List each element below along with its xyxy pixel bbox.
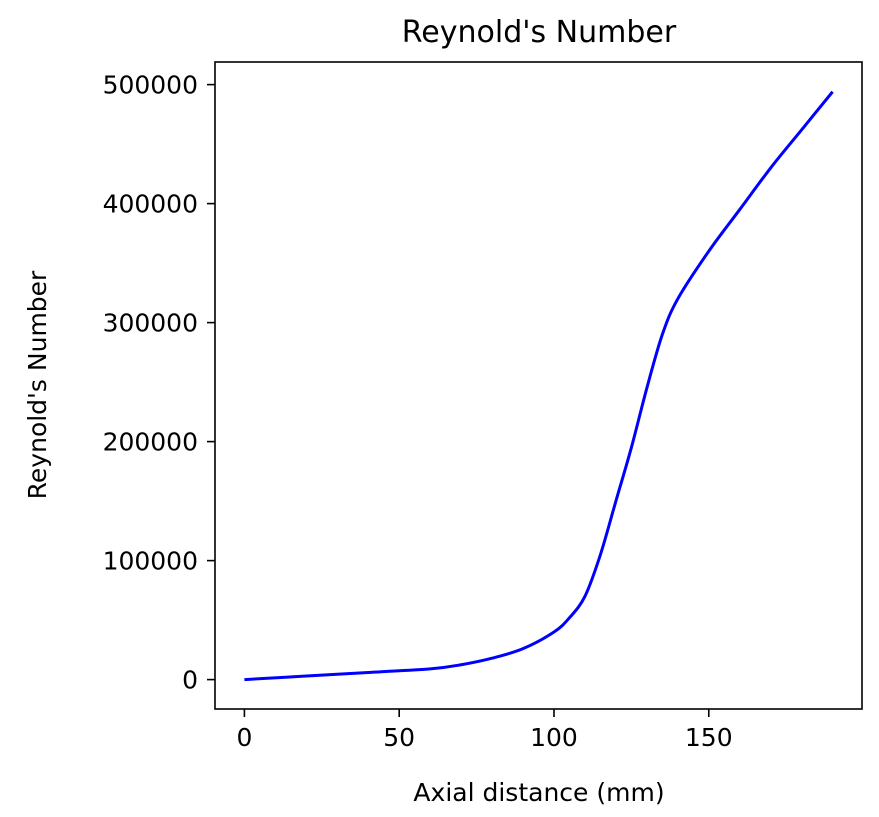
y-tick-label: 300000 [103, 309, 198, 338]
y-tick-label: 100000 [103, 547, 198, 576]
y-tick-label: 200000 [103, 428, 198, 457]
y-tick-label: 400000 [103, 190, 198, 219]
x-tick-label: 50 [383, 723, 415, 752]
y-axis: 0 100000 200000 300000 400000 500000 [103, 71, 215, 695]
x-tick-label: 150 [685, 723, 733, 752]
x-axis-label: Axial distance (mm) [413, 778, 664, 807]
chart-title: Reynold's Number [402, 15, 677, 50]
series-layer [244, 90, 834, 682]
y-tick-label: 500000 [103, 71, 198, 100]
y-tick-label: 0 [182, 666, 198, 695]
plot-frame [214, 61, 863, 710]
x-tick-label: 0 [236, 723, 252, 752]
x-axis: 0 50 100 150 [236, 709, 733, 752]
y-axis-label: Reynold's Number [23, 270, 52, 499]
x-tick-label: 100 [530, 723, 578, 752]
series-line [244, 90, 834, 682]
